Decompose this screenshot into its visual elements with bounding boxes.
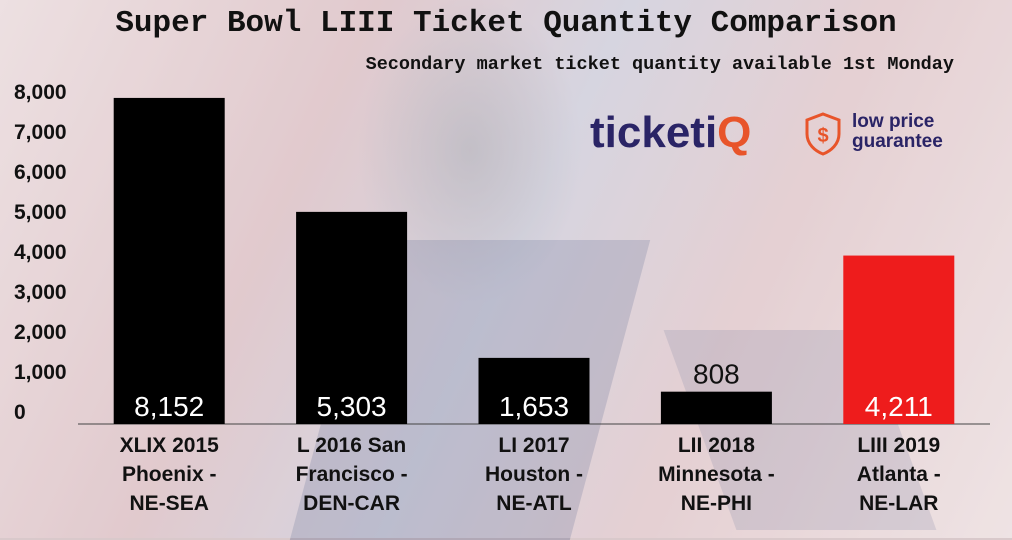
x-tick-label: DEN-CAR — [303, 492, 400, 515]
x-tick-label: Atlanta - — [857, 463, 941, 486]
logo-word-main: ticketi — [590, 108, 718, 157]
logo-tagline: low price guarantee — [852, 112, 943, 152]
bar — [478, 357, 590, 424]
chart-subtitle: Secondary market ticket quantity availab… — [365, 54, 954, 75]
data-label: 808 — [693, 359, 740, 390]
y-tick-label: 0 — [14, 401, 26, 424]
bar — [296, 211, 408, 424]
x-tick-label: L 2016 San — [297, 434, 406, 457]
logo-word-accent: Q — [717, 108, 752, 157]
bar — [113, 97, 225, 425]
y-tick-label: 2,000 — [14, 321, 67, 344]
data-label: 8,152 — [134, 391, 204, 422]
y-tick-label: 5,000 — [14, 201, 67, 224]
x-tick-label: NE-ATL — [496, 492, 572, 515]
x-tick-label: Houston - — [485, 463, 583, 486]
x-tick-label: Minnesota - — [658, 463, 775, 486]
bar — [660, 391, 772, 424]
x-tick-label: XLIX 2015 — [120, 434, 220, 457]
y-tick-label: 4,000 — [14, 241, 67, 264]
x-tick-label: NE-PHI — [681, 492, 752, 515]
ticketiq-logo: ticketiQ $ low price guarantee — [590, 108, 980, 164]
logo-tagline-line2: guarantee — [852, 131, 943, 152]
logo-wordmark: ticketiQ — [590, 108, 751, 158]
x-tick-label: LI 2017 — [498, 434, 569, 457]
x-tick-label: NE-SEA — [130, 492, 209, 515]
data-label: 5,303 — [317, 391, 387, 422]
data-label: 1,653 — [499, 391, 569, 422]
x-tick-label: LII 2018 — [678, 434, 755, 457]
svg-text:$: $ — [817, 125, 828, 147]
logo-tagline-line1: low price — [852, 111, 935, 132]
x-tick-label: NE-LAR — [859, 492, 938, 515]
bar — [843, 255, 955, 424]
data-label: 4,211 — [865, 391, 933, 422]
x-tick-label: Francisco - — [296, 463, 408, 486]
dollar-shield-icon: $ — [805, 112, 841, 156]
y-tick-label: 8,000 — [14, 81, 67, 104]
chart-title: Super Bowl LIII Ticket Quantity Comparis… — [115, 6, 897, 41]
y-tick-label: 6,000 — [14, 161, 67, 184]
y-tick-label: 7,000 — [14, 121, 67, 144]
x-tick-label: Phoenix - — [122, 463, 217, 486]
x-tick-label: LIII 2019 — [857, 434, 940, 457]
y-tick-label: 1,000 — [14, 361, 67, 384]
y-tick-label: 3,000 — [14, 281, 67, 304]
